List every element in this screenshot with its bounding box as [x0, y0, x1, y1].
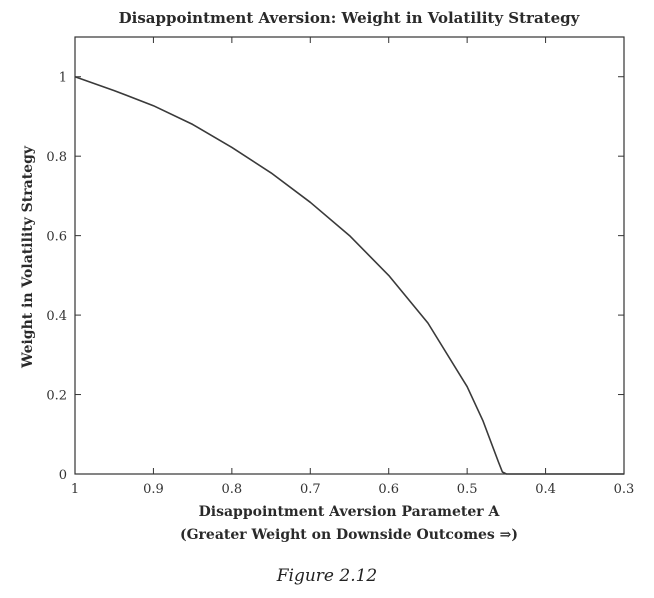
- y-tick-label: 0.6: [46, 230, 67, 245]
- x-axis-label: Disappointment Aversion Parameter A: [0, 504, 654, 520]
- y-tick-label: 0.8: [46, 150, 67, 165]
- x-tick-label: 0.8: [222, 482, 243, 497]
- series-line: [74, 75, 624, 475]
- x-tick-label: 0.7: [300, 482, 321, 497]
- x-tick-label: 0.5: [457, 482, 478, 497]
- x-tick-label: 0.3: [614, 482, 635, 497]
- axes-frame: [74, 36, 625, 475]
- x-tick-label: 0.4: [535, 482, 556, 497]
- x-axis-label-text: Disappointment Aversion Parameter A: [198, 504, 500, 520]
- y-tick-label: 0.2: [46, 389, 67, 404]
- x-tick-label: 0.9: [143, 482, 164, 497]
- y-tick-label: 0: [59, 468, 67, 483]
- figure-caption: Figure 2.12: [276, 566, 378, 586]
- x-tick-label: 1: [71, 482, 79, 497]
- x-axis-note: (Greater Weight on Downside Outcomes ⇒): [179, 527, 519, 543]
- y-tick-label: 0.4: [46, 309, 67, 324]
- chart-title: Disappointment Aversion: Weight in Volat…: [118, 9, 580, 27]
- x-tick-label: 0.6: [378, 482, 399, 497]
- y-tick-label: 1: [59, 71, 67, 86]
- plot-area: 1 0.9 0.8 0.7 0.6 0.5 0.4 0.3 0 0.2 0.4 0.6 0.8 1: [46, 36, 635, 497]
